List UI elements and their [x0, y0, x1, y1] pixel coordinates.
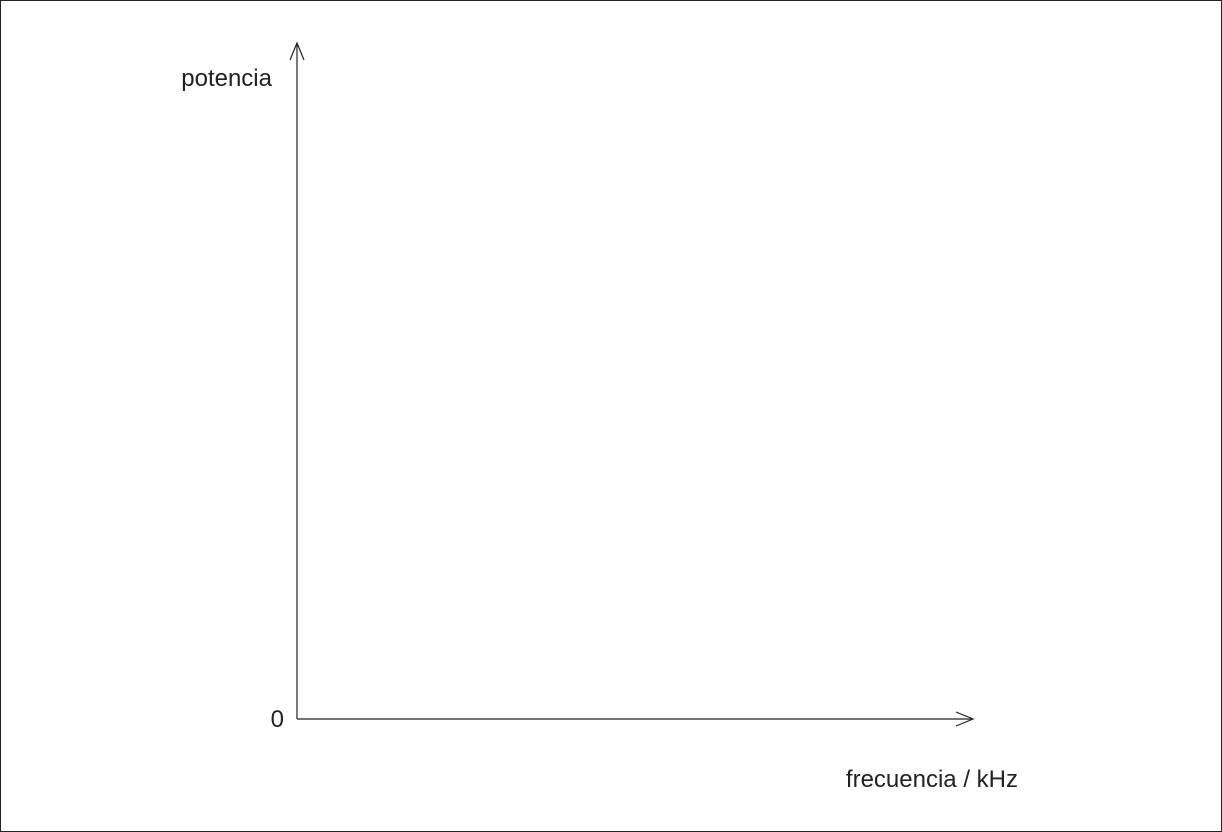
origin-label: 0 [271, 706, 284, 733]
y-axis-arrowhead [289, 41, 305, 61]
y-axis-label: potencia [181, 65, 272, 92]
x-axis-label: frecuencia / kHz [846, 766, 1018, 793]
x-axis-arrowhead [955, 711, 975, 727]
